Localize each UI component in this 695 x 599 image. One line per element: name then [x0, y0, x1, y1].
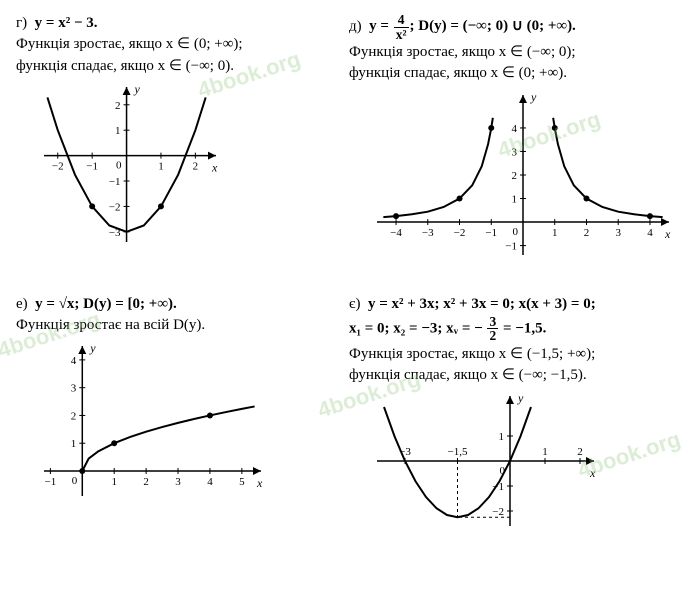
svg-text:y: y — [530, 90, 537, 104]
svg-text:0: 0 — [513, 226, 519, 238]
svg-text:2: 2 — [512, 170, 518, 182]
roots-prefix: x₁ = 0; x₂ = −3; xᵥ = — [349, 320, 474, 336]
panel-e-inc: Функція зростає на всій D(y). — [16, 315, 327, 335]
svg-text:1: 1 — [158, 160, 164, 172]
svg-text:−2: −2 — [492, 506, 504, 518]
svg-text:2: 2 — [143, 476, 149, 488]
panel-label: г) — [16, 15, 27, 31]
svg-text:3: 3 — [71, 383, 77, 395]
svg-text:2: 2 — [115, 100, 121, 112]
svg-text:−1: −1 — [485, 227, 497, 239]
panel-label: д) — [349, 18, 362, 34]
panel-g: г) y = x² − 3. Функція зростає, якщо x ∈… — [16, 12, 327, 275]
svg-text:1: 1 — [71, 438, 77, 450]
chart-d: −4 −3 −2 −1 1 2 3 4 −1 1 2 3 4 0 x y — [349, 85, 679, 275]
svg-text:−1,5: −1,5 — [448, 446, 468, 458]
roots-suffix: = −1,5. — [499, 320, 546, 336]
svg-text:4: 4 — [71, 355, 77, 367]
svg-text:−1: −1 — [109, 176, 121, 188]
panel-e: е) y = √x; D(y) = [0; +∞). Функція зрост… — [16, 293, 327, 547]
svg-text:−1: −1 — [505, 240, 517, 252]
svg-text:y: y — [517, 391, 524, 405]
svg-text:−2: −2 — [52, 160, 64, 172]
frac-den: 2 — [487, 329, 498, 343]
svg-text:0: 0 — [116, 159, 122, 171]
panel-label: е) — [16, 296, 28, 312]
svg-text:1: 1 — [552, 227, 558, 239]
frac-num: 3 — [487, 315, 498, 330]
svg-text:2: 2 — [71, 410, 77, 422]
panel-ye-inc: Функція зростає, якщо x ∈ (−1,5; +∞); — [349, 344, 679, 364]
panel-e-formula: е) y = √x; D(y) = [0; +∞). — [16, 294, 327, 314]
svg-text:−1: −1 — [45, 476, 57, 488]
svg-text:1: 1 — [499, 431, 505, 443]
panel-g-formula: г) y = x² − 3. — [16, 13, 327, 33]
panel-d-dec: функція спадає, якщо x ∈ (0; +∞). — [349, 63, 679, 83]
svg-text:2: 2 — [577, 446, 583, 458]
roots-neg: − — [474, 320, 486, 336]
panel-label: є) — [349, 296, 360, 312]
svg-text:3: 3 — [175, 476, 181, 488]
frac-num: 4 — [394, 13, 409, 28]
svg-text:2: 2 — [584, 227, 590, 239]
panel-ye-frac: 32 — [487, 315, 498, 343]
svg-text:2: 2 — [193, 160, 199, 172]
svg-text:−4: −4 — [390, 227, 402, 239]
frac-den: x² — [394, 28, 409, 42]
svg-text:1: 1 — [115, 125, 121, 137]
panel-d-prefix: y = — [369, 18, 393, 34]
chart-g: −2−112−3−2−1120xy — [16, 77, 226, 262]
panel-d-suffix: ; D(y) = (−∞; 0) ∪ (0; +∞). — [410, 18, 576, 34]
panel-d-formula: д) y = 4x²; D(y) = (−∞; 0) ∪ (0; +∞). — [349, 13, 679, 41]
svg-text:1: 1 — [542, 446, 548, 458]
svg-text:4: 4 — [512, 122, 518, 134]
svg-text:3: 3 — [512, 146, 518, 158]
panel-ye-dec: функція спадає, якщо x ∈ (−∞; −1,5). — [349, 365, 679, 385]
svg-text:1: 1 — [111, 476, 117, 488]
svg-text:y: y — [134, 82, 141, 96]
panel-g-inc: Функція зростає, якщо x ∈ (0; +∞); — [16, 34, 327, 54]
svg-text:0: 0 — [72, 475, 78, 487]
svg-text:−2: −2 — [109, 201, 121, 213]
svg-text:y: y — [89, 341, 96, 355]
svg-text:x: x — [664, 227, 671, 241]
svg-text:x: x — [589, 466, 596, 480]
panel-g-eq: y = x² − 3. — [35, 15, 98, 31]
svg-text:4: 4 — [207, 476, 213, 488]
chart-ye: −3−1,512−2−110xy — [349, 386, 604, 546]
panel-ye-formula: є) y = x² + 3x; x² + 3x = 0; x(x + 3) = … — [349, 294, 679, 314]
panel-d: д) y = 4x²; D(y) = (−∞; 0) ∪ (0; +∞). Фу… — [349, 12, 679, 275]
svg-text:5: 5 — [239, 476, 245, 488]
svg-text:−3: −3 — [422, 227, 434, 239]
svg-text:−2: −2 — [454, 227, 466, 239]
panel-ye-roots: x₁ = 0; x₂ = −3; xᵥ = − 32 = −1,5. — [349, 315, 679, 343]
panel-g-dec: функція спадає, якщо x ∈ (−∞; 0). — [16, 56, 327, 76]
svg-text:3: 3 — [615, 227, 621, 239]
panel-d-frac: 4x² — [394, 13, 409, 41]
svg-text:x: x — [211, 160, 218, 174]
panel-ye-eq: y = x² + 3x; x² + 3x = 0; x(x + 3) = 0; — [368, 296, 596, 312]
panel-ye: є) y = x² + 3x; x² + 3x = 0; x(x + 3) = … — [349, 293, 679, 547]
svg-text:−1: −1 — [86, 160, 98, 172]
svg-text:1: 1 — [512, 193, 518, 205]
svg-text:4: 4 — [647, 227, 653, 239]
chart-e: −1 1 2 3 4 5 1 2 3 4 0 x y — [16, 336, 271, 516]
svg-text:x: x — [256, 476, 263, 490]
panel-d-inc: Функція зростає, якщо x ∈ (−∞; 0); — [349, 42, 679, 62]
page-grid: 4book.org 4book.org 4book.org 4book.org … — [16, 12, 679, 546]
panel-e-eq: y = √x; D(y) = [0; +∞). — [35, 296, 177, 312]
